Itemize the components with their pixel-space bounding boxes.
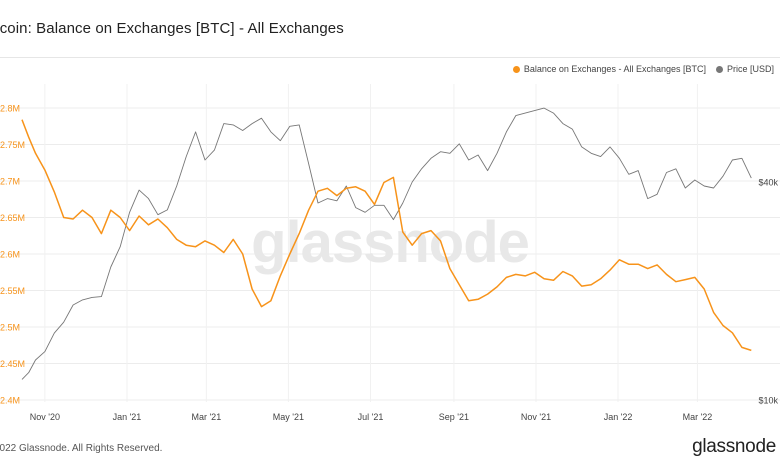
y-tick-label-left: 2.5M — [0, 323, 20, 333]
x-tick-label: Jan '21 — [113, 412, 142, 422]
x-tick-label: Mar '21 — [191, 412, 221, 422]
y-tick-label-right: $10k — [758, 396, 778, 406]
x-tick-label: Jul '21 — [358, 412, 384, 422]
y-tick-label-left: 2.4M — [0, 396, 20, 406]
x-tick-label: Jan '22 — [604, 412, 633, 422]
x-tick-label: Sep '21 — [439, 412, 469, 422]
legend-dot-price — [715, 65, 723, 73]
legend-label-balance: Balance on Exchanges - All Exchanges [BT… — [523, 64, 706, 74]
legend-item-price[interactable]: Price [USD] — [715, 64, 774, 74]
copyright-text: 2022 Glassnode. All Rights Reserved. — [0, 443, 163, 454]
chart-legend: Balance on Exchanges - All Exchanges [BT… — [512, 64, 774, 74]
y-tick-label-left: 2.8M — [0, 104, 20, 114]
series-line-price — [21, 107, 752, 380]
brand-logo: glassnode — [692, 436, 776, 457]
chart-title: itcoin: Balance on Exchanges [BTC] - All… — [0, 20, 344, 37]
x-tick-label: May '21 — [273, 412, 304, 422]
legend-label-price: Price [USD] — [726, 64, 774, 74]
legend-dot-balance — [512, 65, 520, 73]
y-tick-label-left: 2.6M — [0, 250, 20, 260]
y-tick-label-left: 2.55M — [0, 286, 25, 296]
title-divider — [0, 57, 780, 58]
y-tick-label-left: 2.75M — [0, 140, 25, 150]
x-tick-label: Nov '20 — [30, 412, 60, 422]
series-line-balance — [21, 119, 752, 352]
watermark-text: glassnode — [251, 210, 529, 275]
x-tick-label: Mar '22 — [683, 412, 713, 422]
y-tick-label-left: 2.45M — [0, 359, 25, 369]
x-tick-label: Nov '21 — [521, 412, 551, 422]
y-tick-label-left: 2.65M — [0, 213, 25, 223]
y-tick-label-right: $40k — [758, 178, 778, 188]
y-tick-label-left: 2.7M — [0, 177, 20, 187]
legend-item-balance[interactable]: Balance on Exchanges - All Exchanges [BT… — [512, 64, 706, 74]
